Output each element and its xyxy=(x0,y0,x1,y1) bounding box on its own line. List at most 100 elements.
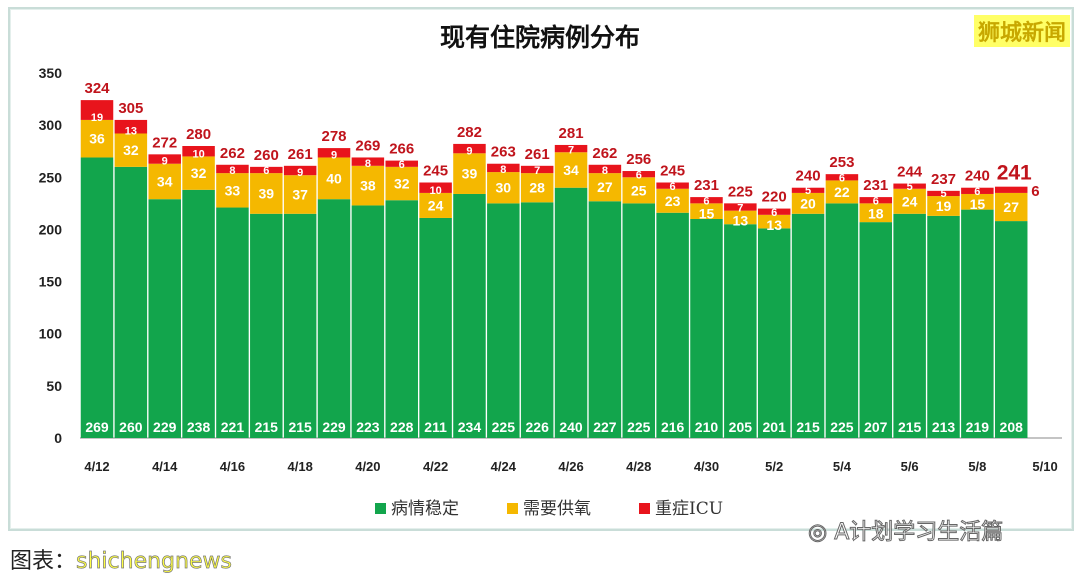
data-label-stable: 215 xyxy=(255,419,279,435)
bar-segment-oxygen xyxy=(961,193,994,210)
data-label-icu: 7 xyxy=(534,165,540,177)
bar-segment-oxygen xyxy=(893,188,926,214)
data-label-stable: 215 xyxy=(288,419,312,435)
bar-segment-icu xyxy=(182,146,215,157)
x-tick-label: 4/28 xyxy=(626,459,651,474)
data-label-total: 231 xyxy=(694,177,719,194)
bar-segment-stable xyxy=(961,209,994,438)
bar-segment-oxygen xyxy=(487,172,520,204)
data-label-oxygen: 40 xyxy=(326,170,342,186)
wechat-watermark-text: A计划学习生活篇 xyxy=(834,520,1004,546)
bar-segment-icu xyxy=(453,143,486,154)
bar-segment-oxygen xyxy=(317,157,351,200)
data-label-icu: 19 xyxy=(91,112,103,124)
data-label-total: 262 xyxy=(592,145,617,162)
data-label-total: 272 xyxy=(152,134,177,151)
data-label-total: 266 xyxy=(389,141,414,158)
data-label-icu: 6 xyxy=(636,169,642,181)
data-label-total: 241 xyxy=(997,162,1032,185)
bar-segment-stable xyxy=(622,203,656,438)
data-label-total: 263 xyxy=(491,144,516,161)
bar-segment-oxygen xyxy=(927,196,960,216)
data-label-icu: 7 xyxy=(568,144,574,156)
data-label-oxygen: 37 xyxy=(292,186,308,202)
y-tick-label: 0 xyxy=(54,430,62,446)
data-label-oxygen: 34 xyxy=(563,162,579,178)
data-label-stable: 201 xyxy=(763,419,787,435)
bar-segment-oxygen xyxy=(419,192,452,218)
bar-segment-stable xyxy=(757,228,791,438)
data-label-icu: 6 xyxy=(771,207,777,219)
data-label-total: 262 xyxy=(220,145,245,162)
bar-segment-icu xyxy=(859,197,893,204)
data-label-oxygen: 32 xyxy=(123,142,139,158)
bar-segment-oxygen xyxy=(656,188,689,213)
bar-segment-oxygen xyxy=(385,166,418,201)
y-tick-label: 250 xyxy=(39,169,63,185)
data-label-icu: 8 xyxy=(602,165,608,177)
y-tick-label: 100 xyxy=(39,326,63,342)
bar-segment-icu xyxy=(622,171,656,178)
bar-segment-stable xyxy=(317,199,351,438)
bar-segment-icu xyxy=(656,182,689,189)
bar-segment-icu xyxy=(927,190,960,197)
bar-segment-oxygen xyxy=(825,180,859,204)
data-label-icu: 9 xyxy=(466,145,472,157)
data-label-oxygen: 33 xyxy=(225,182,241,198)
data-label-total: 305 xyxy=(118,100,143,117)
data-label-stable: 223 xyxy=(356,419,380,435)
bar-segment-icu xyxy=(588,164,622,174)
bar-segment-stable xyxy=(182,189,215,438)
data-label-total: 245 xyxy=(423,163,448,180)
data-label-icu: 6 xyxy=(670,181,676,193)
data-label-icu: 6 xyxy=(263,165,269,177)
bar-segment-oxygen xyxy=(80,119,114,158)
data-label-total: 225 xyxy=(728,183,753,200)
data-label-total: 261 xyxy=(288,146,313,163)
data-label-oxygen: 15 xyxy=(970,196,986,212)
bar-segment-icu xyxy=(520,165,554,174)
bar-segment-icu xyxy=(80,100,114,120)
data-label-total: 237 xyxy=(931,171,956,188)
data-label-icu: 8 xyxy=(229,165,235,177)
bar-segment-icu xyxy=(554,144,588,153)
bar-segment-stable xyxy=(250,213,283,438)
data-label-icu: 9 xyxy=(331,149,337,161)
bar-segment-icu xyxy=(419,182,452,193)
legend-swatch xyxy=(639,503,650,514)
legend-item-oxygen: 需要供氧 xyxy=(507,494,591,519)
bar-segment-icu xyxy=(250,166,283,174)
data-label-oxygen: 36 xyxy=(89,131,105,147)
bar-segment-oxygen xyxy=(114,133,148,167)
wechat-icon: ◎ xyxy=(807,520,828,546)
data-label-total: 256 xyxy=(626,151,651,168)
bar-segment-icu xyxy=(994,186,1028,193)
data-label-total: 240 xyxy=(965,168,990,185)
bar-segment-oxygen xyxy=(453,153,486,194)
bar-segment-stable xyxy=(724,224,757,438)
data-label-total: 282 xyxy=(457,124,482,141)
x-tick-label: 5/6 xyxy=(901,459,919,474)
data-label-stable: 215 xyxy=(898,419,922,435)
data-label-icu: 8 xyxy=(500,164,506,176)
data-label-stable: 229 xyxy=(153,419,177,435)
caption: 图表：shichengnews xyxy=(10,543,232,575)
data-label-oxygen: 27 xyxy=(597,179,613,195)
data-label-stable: 234 xyxy=(458,419,482,435)
legend-label: 需要供氧 xyxy=(523,499,591,519)
data-label-stable: 211 xyxy=(424,419,447,435)
legend: 病情稳定 需要供氧 重症ICU xyxy=(375,494,723,519)
data-label-stable: 221 xyxy=(221,419,245,435)
bar-segment-oxygen xyxy=(994,192,1028,222)
bar-segment-icu xyxy=(148,154,181,164)
data-label-oxygen: 28 xyxy=(529,180,545,196)
data-label-stable: 225 xyxy=(830,419,854,435)
y-tick-label: 300 xyxy=(39,117,63,133)
bar-segment-oxygen xyxy=(250,173,283,214)
bar-segment-stable xyxy=(520,202,554,438)
data-label-icu: 13 xyxy=(125,125,137,137)
data-label-total: 324 xyxy=(84,80,110,97)
data-label-total: 231 xyxy=(863,177,888,194)
x-tick-label: 4/12 xyxy=(84,459,109,474)
